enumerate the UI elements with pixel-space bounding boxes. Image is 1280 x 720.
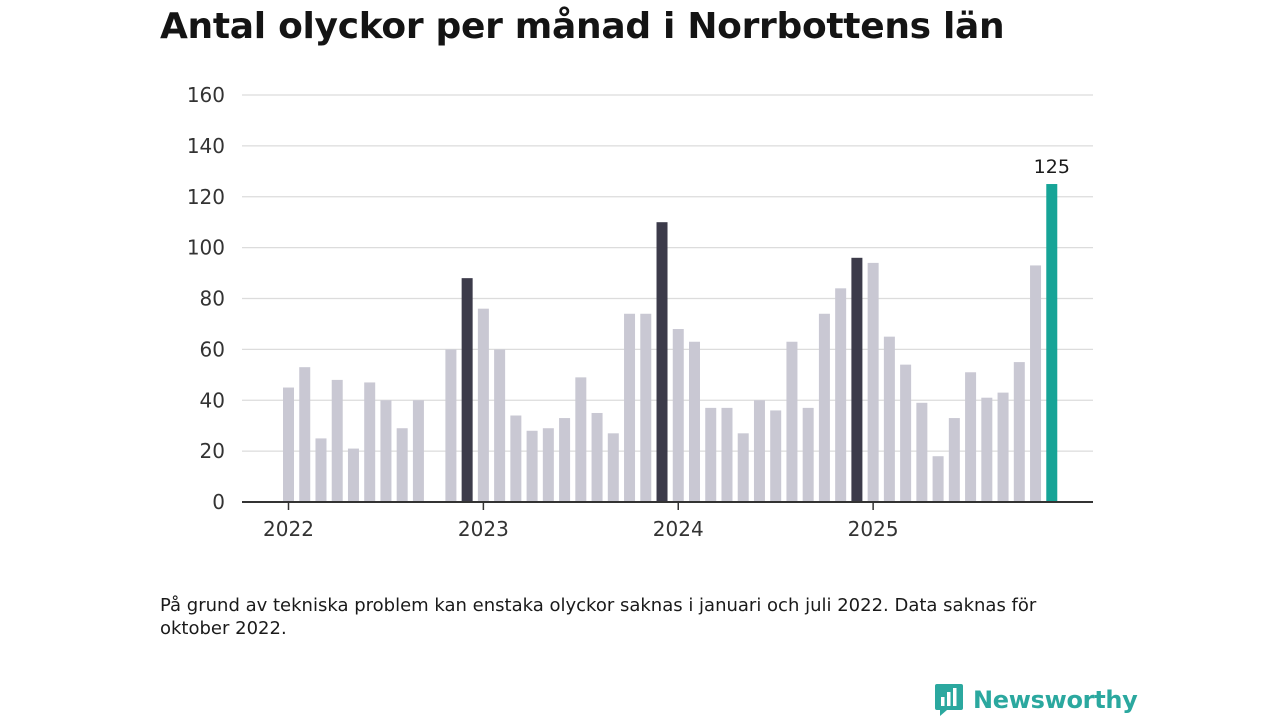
bar-2022-05 [347,448,359,502]
y-tick-label: 100 [187,236,225,260]
bar-2022-11 [445,349,457,502]
bar-2025-04 [916,402,928,502]
bar-2022-08 [396,428,408,502]
bar-2025-06 [948,418,960,502]
footnote: På grund av tekniska problem kan enstaka… [160,595,1037,639]
y-tick-label: 140 [187,134,225,158]
x-tick-label: 2024 [653,517,704,541]
x-axis: 2022 2023 2024 2025 [242,501,1093,541]
bar-2023-01 [477,308,489,502]
x-tick-label: 2023 [458,517,509,541]
bar-2023-04 [526,430,538,502]
x-tick-label: 2022 [263,517,314,541]
bar-2023-12 [656,222,668,502]
y-tick-label: 40 [200,388,225,412]
y-tick-label: 20 [200,439,225,463]
bar-2025-08 [981,397,993,502]
bar-2023-03 [510,415,522,502]
bar-2025-12 [1046,184,1058,502]
bar-2024-09 [802,407,814,502]
brand-name: Newsworthy [973,686,1138,714]
bar-2025-02 [883,336,895,502]
data-label: 125 [1034,156,1070,178]
bar-2025-10 [1013,362,1025,502]
bar-2022-01 [283,387,294,502]
bar-2024-01 [672,329,684,502]
bar-2022-03 [315,438,327,502]
bar-2024-04 [721,407,733,502]
brand-logo[interactable]: Newsworthy [933,682,1138,718]
bar-2022-06 [364,382,376,502]
bar-2023-09 [607,433,619,502]
bar-2024-11 [835,288,847,502]
bar-2023-02 [494,349,506,502]
bar-2023-11 [640,313,652,502]
bar-2025-05 [932,456,944,502]
bar-2025-11 [1030,265,1042,502]
bar-2024-08 [786,341,798,502]
bar-2024-06 [753,400,765,502]
bar-2023-08 [591,412,603,502]
bar-2024-02 [689,341,700,502]
bar-2022-02 [299,367,311,502]
newsworthy-logo-icon [935,684,963,716]
bar-chart: 0 20 40 60 80 100 120 140 160 2022 2023 2024 2025 1… [187,83,1093,541]
y-tick-label: 160 [187,83,225,107]
bar-2022-04 [331,379,343,502]
bar-2023-06 [559,418,571,502]
bar-2025-03 [900,364,912,502]
bar-2024-12 [851,257,863,502]
bar-2024-07 [770,410,782,502]
bar-2025-09 [997,392,1009,502]
x-tick-label: 2025 [848,517,899,541]
chart-title: Antal olyckor per månad i Norrbottens lä… [160,6,1005,47]
bar-2024-03 [705,407,717,502]
y-tick-label: 60 [200,337,225,361]
bar-2022-12 [461,278,473,502]
y-tick-label: 120 [187,185,225,209]
y-tick-label: 80 [200,287,225,311]
bar-2022-07 [380,400,392,502]
data-labels: 125 [1034,156,1070,178]
bar-2023-07 [575,377,587,502]
y-tick-label: 0 [212,490,225,514]
bar-2022-09 [412,400,424,502]
bars [283,184,1058,502]
bar-2024-05 [737,433,749,502]
bar-2023-05 [542,428,554,502]
y-axis-ticks: 0 20 40 60 80 100 120 140 160 [187,83,225,514]
bar-2025-01 [867,262,879,502]
bar-2024-10 [818,313,830,502]
bar-2025-07 [965,372,977,502]
bar-2023-10 [624,313,636,502]
